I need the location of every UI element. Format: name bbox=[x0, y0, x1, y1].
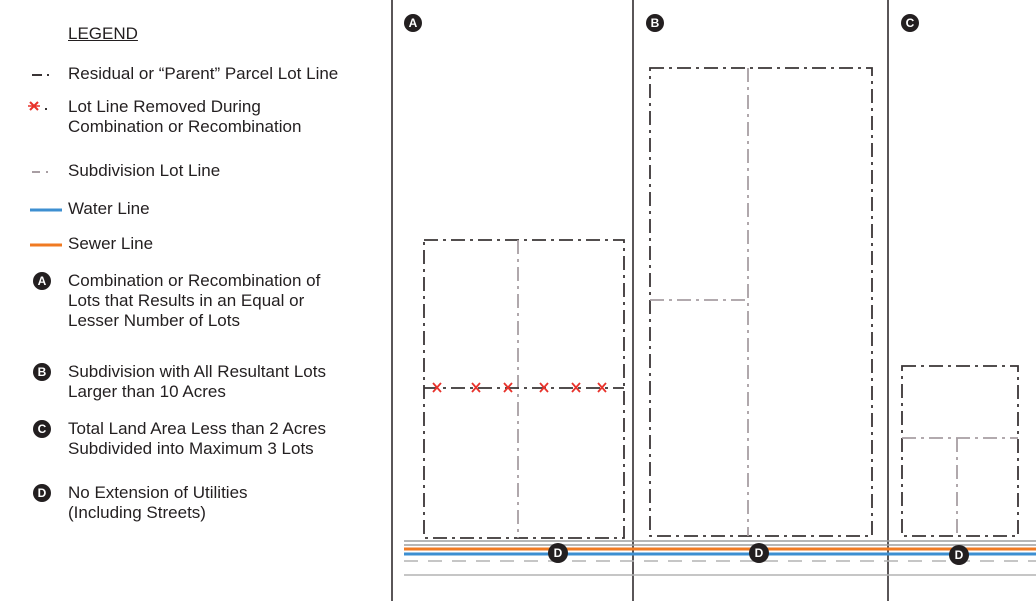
water-line-icon bbox=[30, 208, 62, 212]
badge-c-icon: C bbox=[33, 420, 51, 438]
panel-b-parcel bbox=[649, 67, 873, 537]
legend-title: LEGEND bbox=[68, 24, 138, 43]
legend-label: Sewer Line bbox=[68, 234, 154, 253]
legend-label: Subdivision with All Resultant Lots Larg… bbox=[68, 362, 326, 401]
road-badge-d: D bbox=[949, 545, 969, 565]
legend-label: Total Land Area Less than 2 Acres Subdiv… bbox=[68, 419, 327, 458]
panel-c-parcel bbox=[901, 365, 1019, 537]
panel-a-parcel bbox=[423, 239, 625, 539]
legend-label: Residual or “Parent” Parcel Lot Line bbox=[68, 64, 339, 83]
legend-label: No Extension of Utilities (Including Str… bbox=[68, 483, 248, 522]
badge-d-icon: D bbox=[33, 484, 51, 502]
badge-a-icon: A bbox=[33, 272, 51, 290]
road-badge-d: D bbox=[749, 543, 769, 563]
badge-b-icon: B bbox=[33, 363, 51, 381]
legend-label: Subdivision Lot Line bbox=[68, 161, 221, 180]
parent-lot-line-icon bbox=[32, 74, 49, 76]
removed-markers bbox=[432, 382, 607, 393]
legend-label: Water Line bbox=[68, 199, 150, 218]
legend-label: Combination or Recombination of Lots tha… bbox=[68, 271, 321, 330]
sewer-line-icon bbox=[30, 243, 62, 247]
red-x-icon bbox=[28, 101, 47, 111]
panel-c-badge: C bbox=[901, 14, 919, 32]
subdivision-lot-line-icon bbox=[32, 171, 48, 173]
legend-label: Lot Line Removed During Combination or R… bbox=[68, 97, 302, 136]
legend: LEGEND Residual or “Parent” Parcel Lot L… bbox=[0, 0, 390, 601]
panel-b-badge: B bbox=[646, 14, 664, 32]
panel-a-badge: A bbox=[404, 14, 422, 32]
road-badge-d: D bbox=[548, 543, 568, 563]
